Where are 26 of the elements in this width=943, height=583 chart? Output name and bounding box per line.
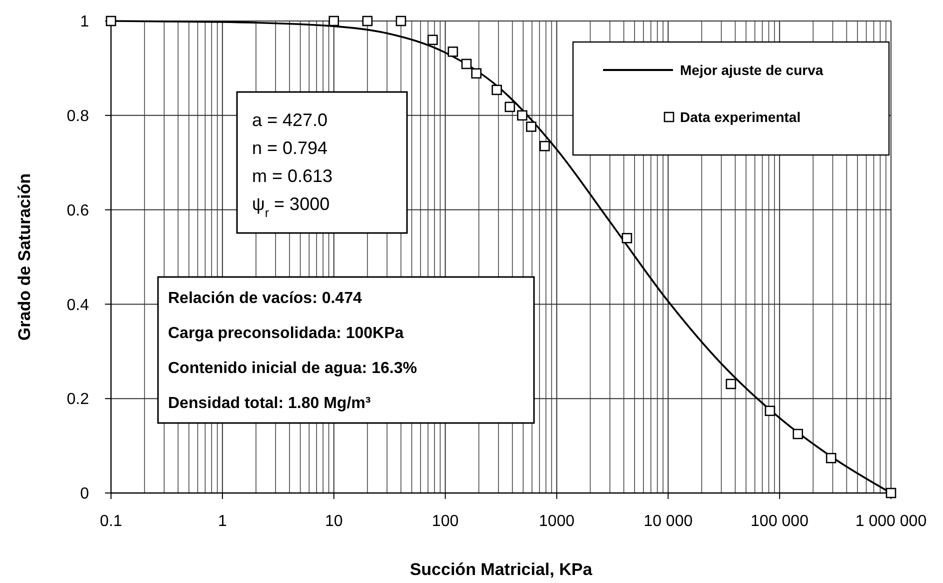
annotation: Carga preconsolidada: 100KPa	[168, 325, 404, 342]
x-tick-label: 100 000	[750, 513, 809, 530]
y-tick-label: 0.6	[66, 202, 90, 220]
x-tick-label: 1000	[538, 513, 575, 530]
annotation: Densidad total: 1.80 Mg/m³	[168, 395, 371, 412]
annotation: Contenido inicial de agua: 16.3%	[168, 360, 417, 377]
legend-label: Data experimental	[680, 108, 801, 125]
annotation: m = 0.613	[252, 166, 333, 186]
x-tick-label: 10 000	[644, 513, 693, 530]
y-axis-title: Grado de Saturación	[15, 173, 34, 341]
x-tick-label: 1 000 000	[855, 513, 927, 530]
x-tick-label: 10	[324, 513, 343, 530]
x-axis-title: Succión Matricial, KPa	[410, 560, 593, 579]
y-tick-label: 0.2	[66, 391, 90, 408]
annotation: n = 0.794	[252, 138, 328, 158]
x-tick-label: 1	[218, 513, 227, 530]
annotation: ψ$_{r}$ = 3000	[252, 194, 330, 220]
legend-label: Mejor ajuste de curva	[680, 62, 824, 78]
annotation: a = 427.0	[252, 110, 328, 130]
annotation: Relación de vacíos: 0.474	[168, 290, 362, 307]
y-tick-label: 0	[80, 486, 90, 503]
x-tick-label: 100	[432, 513, 459, 530]
y-tick-label: 0.8	[66, 108, 90, 125]
x-tick-label: 0.1	[100, 513, 122, 530]
y-tick-label: 1	[80, 14, 90, 31]
y-tick-label: 0.4	[66, 296, 90, 314]
